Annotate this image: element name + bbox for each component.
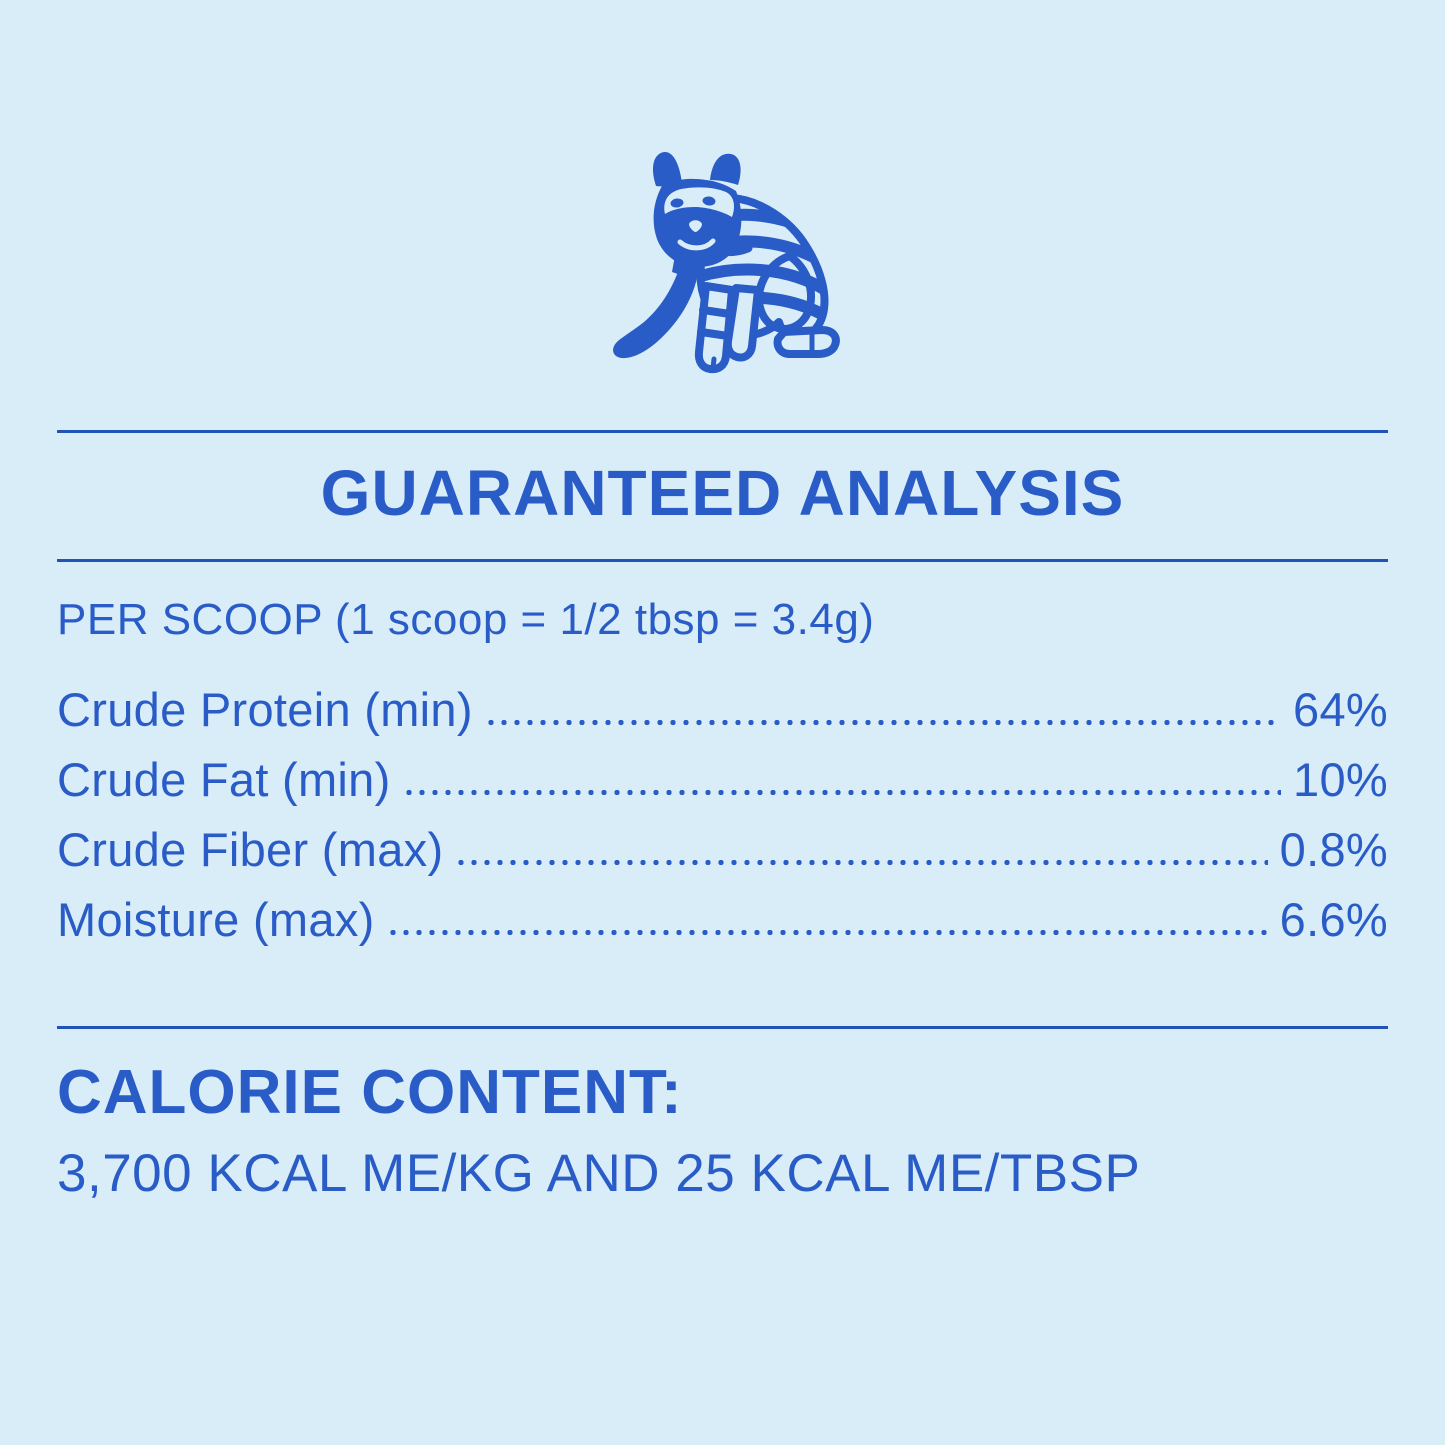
dotted-leader <box>404 789 1282 796</box>
calorie-content-detail: 3,700 KCAL ME/KG AND 25 KCAL ME/TBSP <box>57 1144 1141 1203</box>
divider-top <box>57 430 1388 433</box>
nutrient-value: 64% <box>1293 683 1388 736</box>
dotted-leader <box>486 719 1282 726</box>
nutrient-label: Crude Fat (min) <box>57 753 391 806</box>
table-row: Moisture (max) 6.6% <box>57 892 1388 962</box>
french-bulldog-logo <box>592 140 852 380</box>
nutrient-label: Crude Protein (min) <box>57 683 473 736</box>
nutrient-value: 10% <box>1293 753 1388 806</box>
table-row: Crude Protein (min) 64% <box>57 682 1388 752</box>
dotted-leader <box>388 929 1268 936</box>
table-row: Crude Fiber (max) 0.8% <box>57 822 1388 892</box>
analysis-table: Crude Protein (min) 64% Crude Fat (min) … <box>57 682 1388 962</box>
per-scoop-label: PER SCOOP (1 scoop = 1/2 tbsp = 3.4g) <box>57 595 875 644</box>
dog-icon <box>613 151 840 374</box>
guaranteed-analysis-title: GUARANTEED ANALYSIS <box>320 457 1125 529</box>
nutrient-value: 6.6% <box>1279 893 1388 946</box>
dotted-leader <box>457 859 1268 866</box>
table-row: Crude Fat (min) 10% <box>57 752 1388 822</box>
nutrient-value: 0.8% <box>1279 823 1388 876</box>
nutrient-label: Crude Fiber (max) <box>57 823 444 876</box>
calorie-content-heading: CALORIE CONTENT: <box>57 1058 683 1127</box>
divider-bottom <box>57 1026 1388 1029</box>
divider-middle <box>57 559 1388 562</box>
nutrient-label: Moisture (max) <box>57 893 375 946</box>
